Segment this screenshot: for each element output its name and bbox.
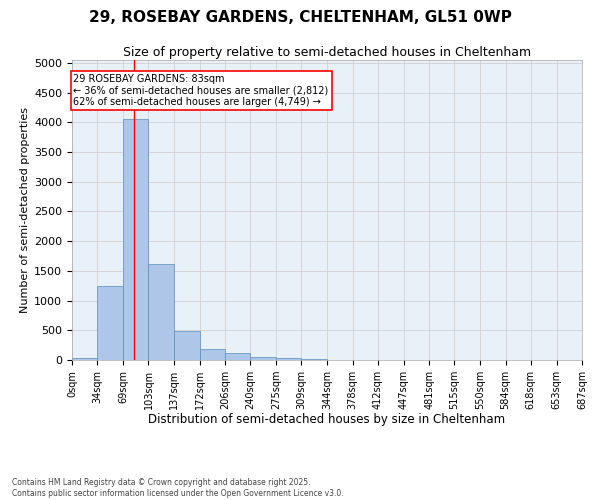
Y-axis label: Number of semi-detached properties: Number of semi-detached properties: [20, 107, 30, 313]
Bar: [276, 358, 301, 360]
Bar: [250, 356, 276, 360]
Text: 29 ROSEBAY GARDENS: 83sqm
← 36% of semi-detached houses are smaller (2,812)
62% : 29 ROSEBAY GARDENS: 83sqm ← 36% of semi-…: [73, 74, 329, 107]
Text: Contains HM Land Registry data © Crown copyright and database right 2025.
Contai: Contains HM Land Registry data © Crown c…: [12, 478, 344, 498]
Bar: [72, 358, 97, 360]
X-axis label: Distribution of semi-detached houses by size in Cheltenham: Distribution of semi-detached houses by …: [148, 414, 506, 426]
Bar: [174, 332, 200, 360]
Bar: [123, 120, 148, 360]
Bar: [301, 359, 328, 360]
Bar: [200, 348, 225, 360]
Bar: [97, 286, 123, 360]
Text: 29, ROSEBAY GARDENS, CHELTENHAM, GL51 0WP: 29, ROSEBAY GARDENS, CHELTENHAM, GL51 0W…: [89, 10, 511, 25]
Bar: [225, 354, 250, 360]
Bar: [148, 264, 174, 360]
Title: Size of property relative to semi-detached houses in Cheltenham: Size of property relative to semi-detach…: [123, 46, 531, 59]
